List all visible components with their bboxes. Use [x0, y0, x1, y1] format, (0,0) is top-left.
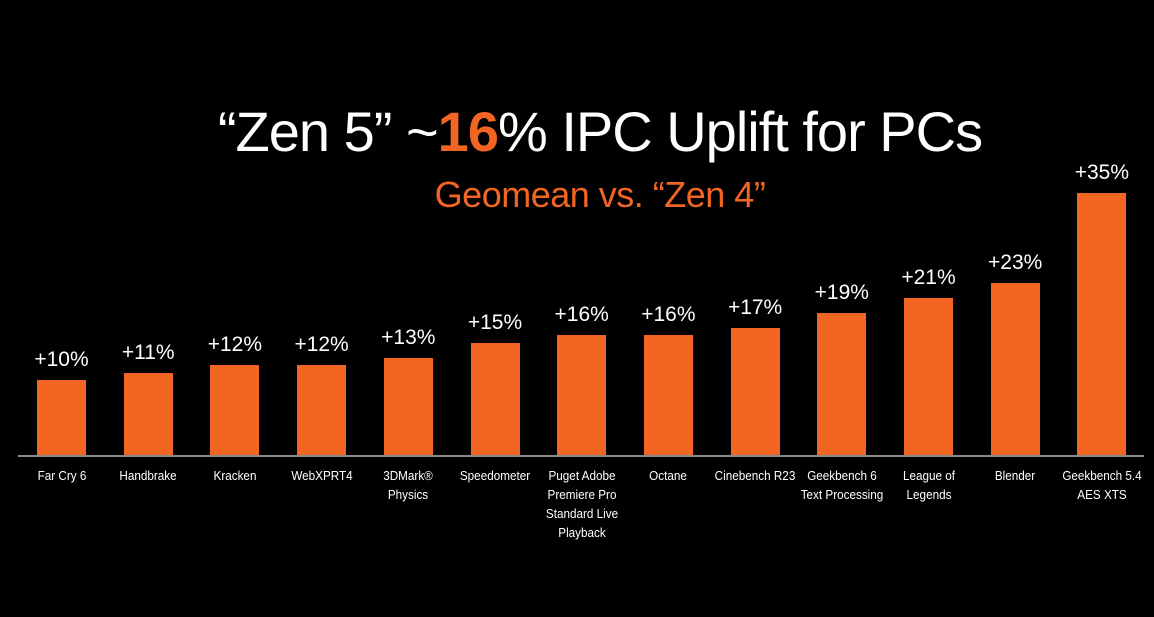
bar-value-label: +35% — [1074, 160, 1130, 184]
category-label: Handbrake — [119, 468, 177, 483]
bar — [557, 335, 607, 455]
category-label: WebXPRT4 — [290, 468, 353, 483]
category-label: Octane — [649, 468, 688, 483]
bar-value-label: +12% — [207, 333, 263, 357]
category-label: Far Cry 6 — [37, 468, 86, 483]
category-label: Geekbench 5.4 AES XTS — [1062, 468, 1142, 502]
bar-value-label: +16% — [554, 303, 609, 327]
category-label: 3DMark® Physics — [383, 468, 434, 502]
bar — [817, 312, 867, 455]
bar — [383, 357, 433, 455]
bar — [123, 372, 173, 455]
bar-value-label: +10% — [34, 348, 89, 372]
bar — [210, 365, 260, 455]
bar-value-label: +16% — [641, 303, 696, 327]
chart-subtitle: Geomean vs. “Zen 4” — [434, 174, 766, 215]
bar-value-label: +12% — [294, 333, 349, 357]
bar-value-label: +23% — [988, 250, 1043, 274]
bar-value-label: +19% — [814, 280, 869, 304]
chart-title: “Zen 5” ~16% IPC Uplift for PCs — [0, 100, 1154, 164]
category-label: Kracken — [213, 468, 257, 483]
category-label: Cinebench R23 — [714, 468, 796, 483]
bar-value-label: +17% — [727, 295, 783, 319]
bar — [37, 380, 86, 455]
bar — [1077, 192, 1127, 455]
bar-value-label: +11% — [121, 340, 175, 364]
category-label: Speedometer — [459, 468, 531, 483]
title-prefix: “Zen 5” ~ — [217, 100, 439, 163]
x-axis-line — [18, 455, 1144, 457]
bar-value-label: +21% — [901, 265, 956, 289]
bar-value-label: +13% — [381, 325, 436, 349]
category-label: League of Legends — [902, 468, 955, 502]
category-label: Puget Adobe Premiere Pro Standard Live Play… — [545, 468, 618, 540]
bar — [297, 365, 347, 455]
category-label: Geekbench 6 Text Processing — [800, 468, 884, 502]
bar — [904, 297, 953, 455]
title-suffix: % IPC Uplift for PCs — [497, 100, 983, 163]
category-label: Blender — [995, 468, 1036, 483]
bar — [990, 282, 1040, 455]
title-highlight: 16 — [437, 100, 499, 163]
bar — [730, 327, 780, 455]
bar-value-label: +15% — [467, 310, 523, 334]
bar — [643, 335, 693, 455]
bar — [470, 342, 520, 455]
